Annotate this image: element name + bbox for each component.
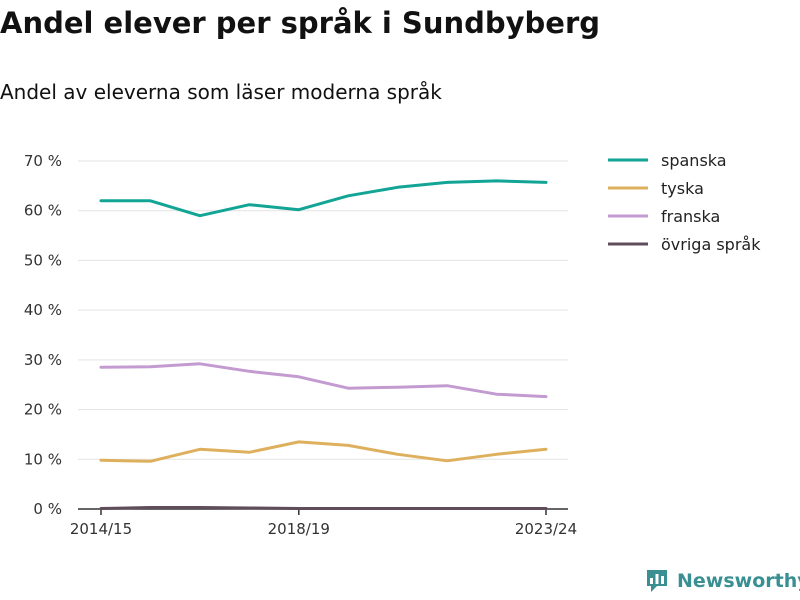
legend-label: tyska — [661, 179, 704, 198]
y-axis-ticks: 0 % 10 % 20 % 30 % 40 % 50 % 60 % 70 % — [24, 152, 62, 518]
x-tick-label: 2014/15 — [70, 520, 132, 538]
legend-label: övriga språk — [661, 235, 761, 254]
y-tick-label: 10 % — [24, 450, 62, 468]
newsworthy-logo-icon — [647, 570, 667, 592]
legend-label: spanska — [661, 151, 727, 170]
x-tick-label: 2018/19 — [268, 520, 330, 538]
series-line-0 — [99, 179, 548, 218]
y-tick-label: 20 % — [24, 401, 62, 419]
series-line-1 — [99, 440, 548, 463]
legend: spanska tyska franska övriga språk — [608, 151, 761, 254]
grid-lines — [78, 160, 568, 460]
newsworthy-logo: Newsworthy — [645, 568, 800, 594]
y-tick-label: 0 % — [33, 500, 62, 518]
y-tick-label: 70 % — [24, 152, 62, 170]
chart-title: Andel elever per språk i Sundbyberg — [0, 6, 601, 40]
y-tick-label: 40 % — [24, 301, 62, 319]
y-tick-label: 30 % — [24, 351, 62, 369]
y-tick-label: 60 % — [24, 202, 62, 220]
series-line-2 — [99, 362, 548, 399]
series-line-3 — [99, 506, 548, 510]
series-lines — [99, 179, 548, 510]
legend-label: franska — [661, 207, 720, 226]
x-axis: 2014/15 2018/19 2023/24 — [70, 508, 577, 538]
chart-subtitle: Andel av eleverna som läser moderna språ… — [0, 80, 442, 104]
y-tick-label: 50 % — [24, 251, 62, 269]
brand-name: Newsworthy — [677, 570, 800, 592]
x-tick-label: 2023/24 — [515, 520, 577, 538]
